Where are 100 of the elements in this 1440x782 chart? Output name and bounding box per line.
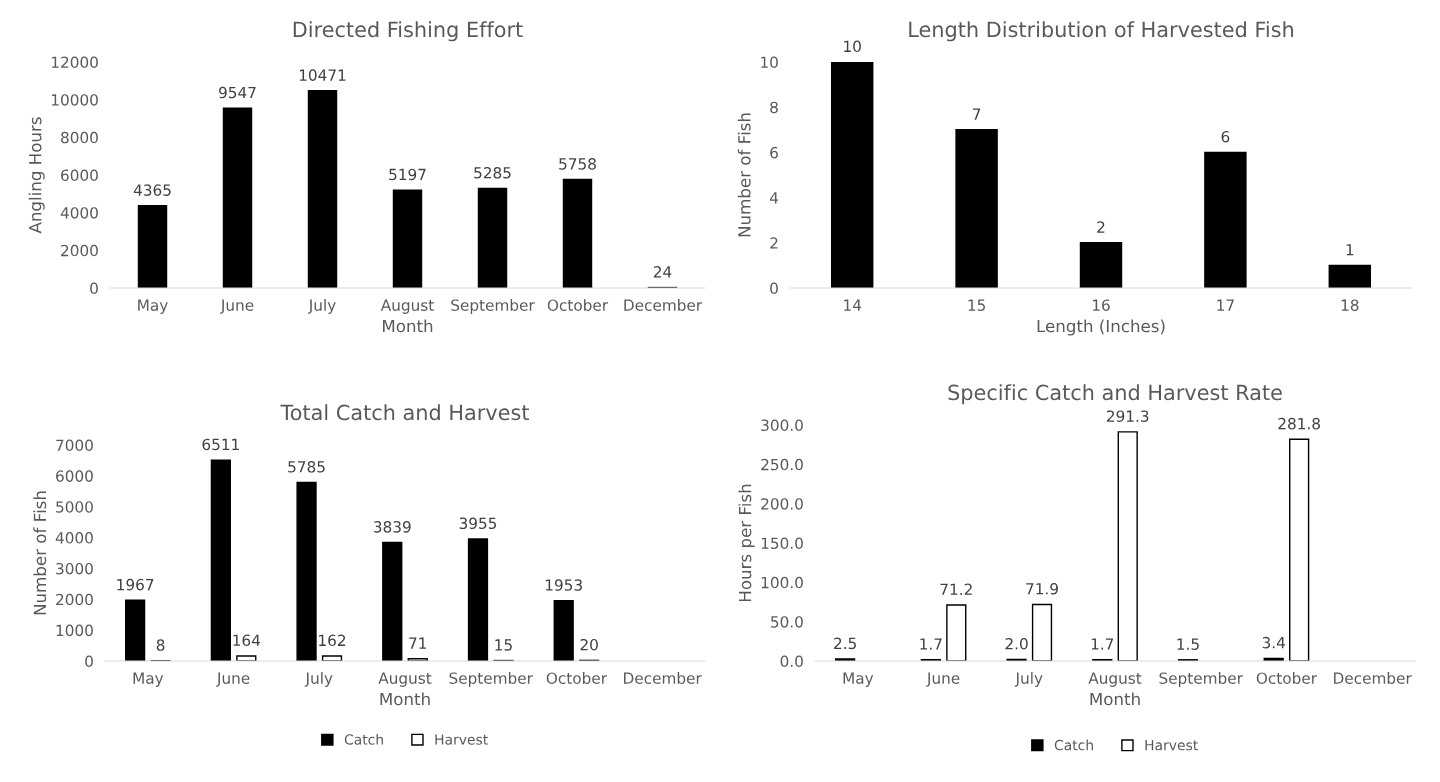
x-tick-label: October xyxy=(546,672,607,684)
data-label: 7 xyxy=(972,108,981,120)
y-axis-title: Angling Hours xyxy=(28,117,45,234)
x-axis-title: Month xyxy=(1090,692,1140,706)
data-label: 3839 xyxy=(374,521,411,533)
data-label: 71.9 xyxy=(1026,582,1058,595)
y-tick-label: 2000 xyxy=(56,593,93,606)
y-tick-label: 10000 xyxy=(51,94,98,106)
data-label: 5197 xyxy=(389,168,426,181)
x-tick-label: September xyxy=(451,299,535,314)
y-tick-label: 2 xyxy=(770,237,778,249)
data-label: 164 xyxy=(233,634,261,647)
x-axis-title: Month xyxy=(380,692,430,706)
y-axis-title: Number of Fish xyxy=(33,491,47,615)
x-tick-label: July xyxy=(1014,672,1043,687)
data-label: 2.0 xyxy=(1005,637,1028,650)
y-tick-label: 300.0 xyxy=(761,419,803,432)
y-tick-label: 3000 xyxy=(56,562,93,575)
y-tick-label: 1000 xyxy=(56,624,93,637)
x-tick-label: May xyxy=(138,299,168,314)
y-tick-label: 6 xyxy=(770,146,778,159)
x-tick-label: September xyxy=(449,672,533,687)
x-tick-label: May xyxy=(133,672,164,687)
y-axis-title: Number of Fish xyxy=(737,113,751,237)
y-tick-label: 150.0 xyxy=(761,537,803,550)
data-label: 2.5 xyxy=(834,637,856,650)
data-label: 6 xyxy=(1221,130,1230,143)
x-tick-label: August xyxy=(380,299,434,314)
data-label: 8 xyxy=(156,639,165,651)
chart-title: Directed Fishing Effort xyxy=(293,21,523,42)
y-tick-label: 10 xyxy=(761,56,778,69)
data-label: 5285 xyxy=(474,167,511,179)
x-tick-label: July xyxy=(304,672,333,687)
y-tick-label: 0 xyxy=(85,655,93,668)
x-axis-title: Month xyxy=(383,319,433,333)
data-label: 10471 xyxy=(299,69,346,81)
legend-label: Catch xyxy=(1054,739,1093,751)
data-label: 3.4 xyxy=(1262,636,1285,649)
y-axis-title: Hours per Fish xyxy=(738,484,755,602)
x-tick-label: December xyxy=(624,672,702,684)
y-tick-label: 200.0 xyxy=(761,498,803,510)
data-label: 6511 xyxy=(202,438,239,451)
data-label: 24 xyxy=(653,266,672,278)
data-label: 5785 xyxy=(288,461,325,473)
y-tick-label: 8000 xyxy=(61,131,98,144)
data-label: 1967 xyxy=(117,578,154,591)
x-tick-label: 16 xyxy=(1092,299,1110,311)
data-label: 1.7 xyxy=(920,638,942,650)
data-label: 291.3 xyxy=(1106,410,1149,422)
y-tick-label: 4000 xyxy=(55,532,93,544)
chart-title: Total Catch and Harvest xyxy=(280,404,530,421)
x-tick-label: August xyxy=(378,672,432,687)
data-label: 1.7 xyxy=(1091,638,1114,650)
x-tick-label: August xyxy=(1088,672,1142,687)
data-label: 15 xyxy=(495,639,512,651)
data-label: 1.5 xyxy=(1177,638,1199,650)
x-tick-label: June xyxy=(216,672,250,687)
y-tick-label: 0 xyxy=(770,282,778,295)
y-tick-label: 7000 xyxy=(56,439,93,452)
y-tick-label: 2000 xyxy=(61,244,98,257)
y-tick-label: 12000 xyxy=(51,56,98,69)
x-tick-label: May xyxy=(843,672,874,687)
chart-title: Specific Catch and Harvest Rate xyxy=(948,384,1282,405)
y-tick-label: 6000 xyxy=(56,470,93,482)
y-tick-label: 100.0 xyxy=(761,576,803,589)
x-tick-label: December xyxy=(624,299,703,311)
data-label: 5758 xyxy=(559,158,596,170)
x-tick-label: 18 xyxy=(1341,299,1359,311)
y-tick-label: 250.0 xyxy=(761,458,803,471)
y-tick-label: 50.0 xyxy=(771,616,803,628)
x-tick-label: June xyxy=(220,299,254,314)
data-label: 71.2 xyxy=(940,583,972,595)
x-tick-label: October xyxy=(547,299,609,311)
data-label: 10 xyxy=(844,40,861,53)
data-label: 162 xyxy=(319,634,346,647)
y-tick-label: 4 xyxy=(769,192,779,204)
x-tick-label: 14 xyxy=(844,299,862,311)
data-label: 4365 xyxy=(133,184,171,196)
y-tick-label: 0.0 xyxy=(780,655,803,668)
data-label: 9547 xyxy=(219,86,256,99)
x-axis-title: Length (Inches) xyxy=(1037,319,1165,336)
x-tick-label: 15 xyxy=(968,299,985,311)
data-label: 281.8 xyxy=(1278,417,1320,430)
data-label: 20 xyxy=(580,638,598,651)
y-tick-label: 5000 xyxy=(56,501,93,513)
y-tick-label: 4000 xyxy=(60,207,98,219)
legend-label: Harvest xyxy=(1145,740,1198,751)
data-label: 71 xyxy=(409,637,427,649)
x-tick-label: 17 xyxy=(1217,299,1234,311)
data-label: 3955 xyxy=(459,517,497,530)
data-label: 1953 xyxy=(545,579,582,591)
x-tick-label: July xyxy=(307,299,336,314)
data-label: 1 xyxy=(1346,244,1354,256)
y-tick-label: 0 xyxy=(90,282,98,295)
x-tick-label: October xyxy=(1256,672,1317,684)
x-tick-label: June xyxy=(926,672,960,687)
x-tick-label: December xyxy=(1334,672,1412,684)
y-tick-label: 8 xyxy=(770,101,778,114)
y-tick-label: 6000 xyxy=(61,169,98,182)
chart-title: Length Distribution of Harvested Fish xyxy=(909,21,1293,42)
